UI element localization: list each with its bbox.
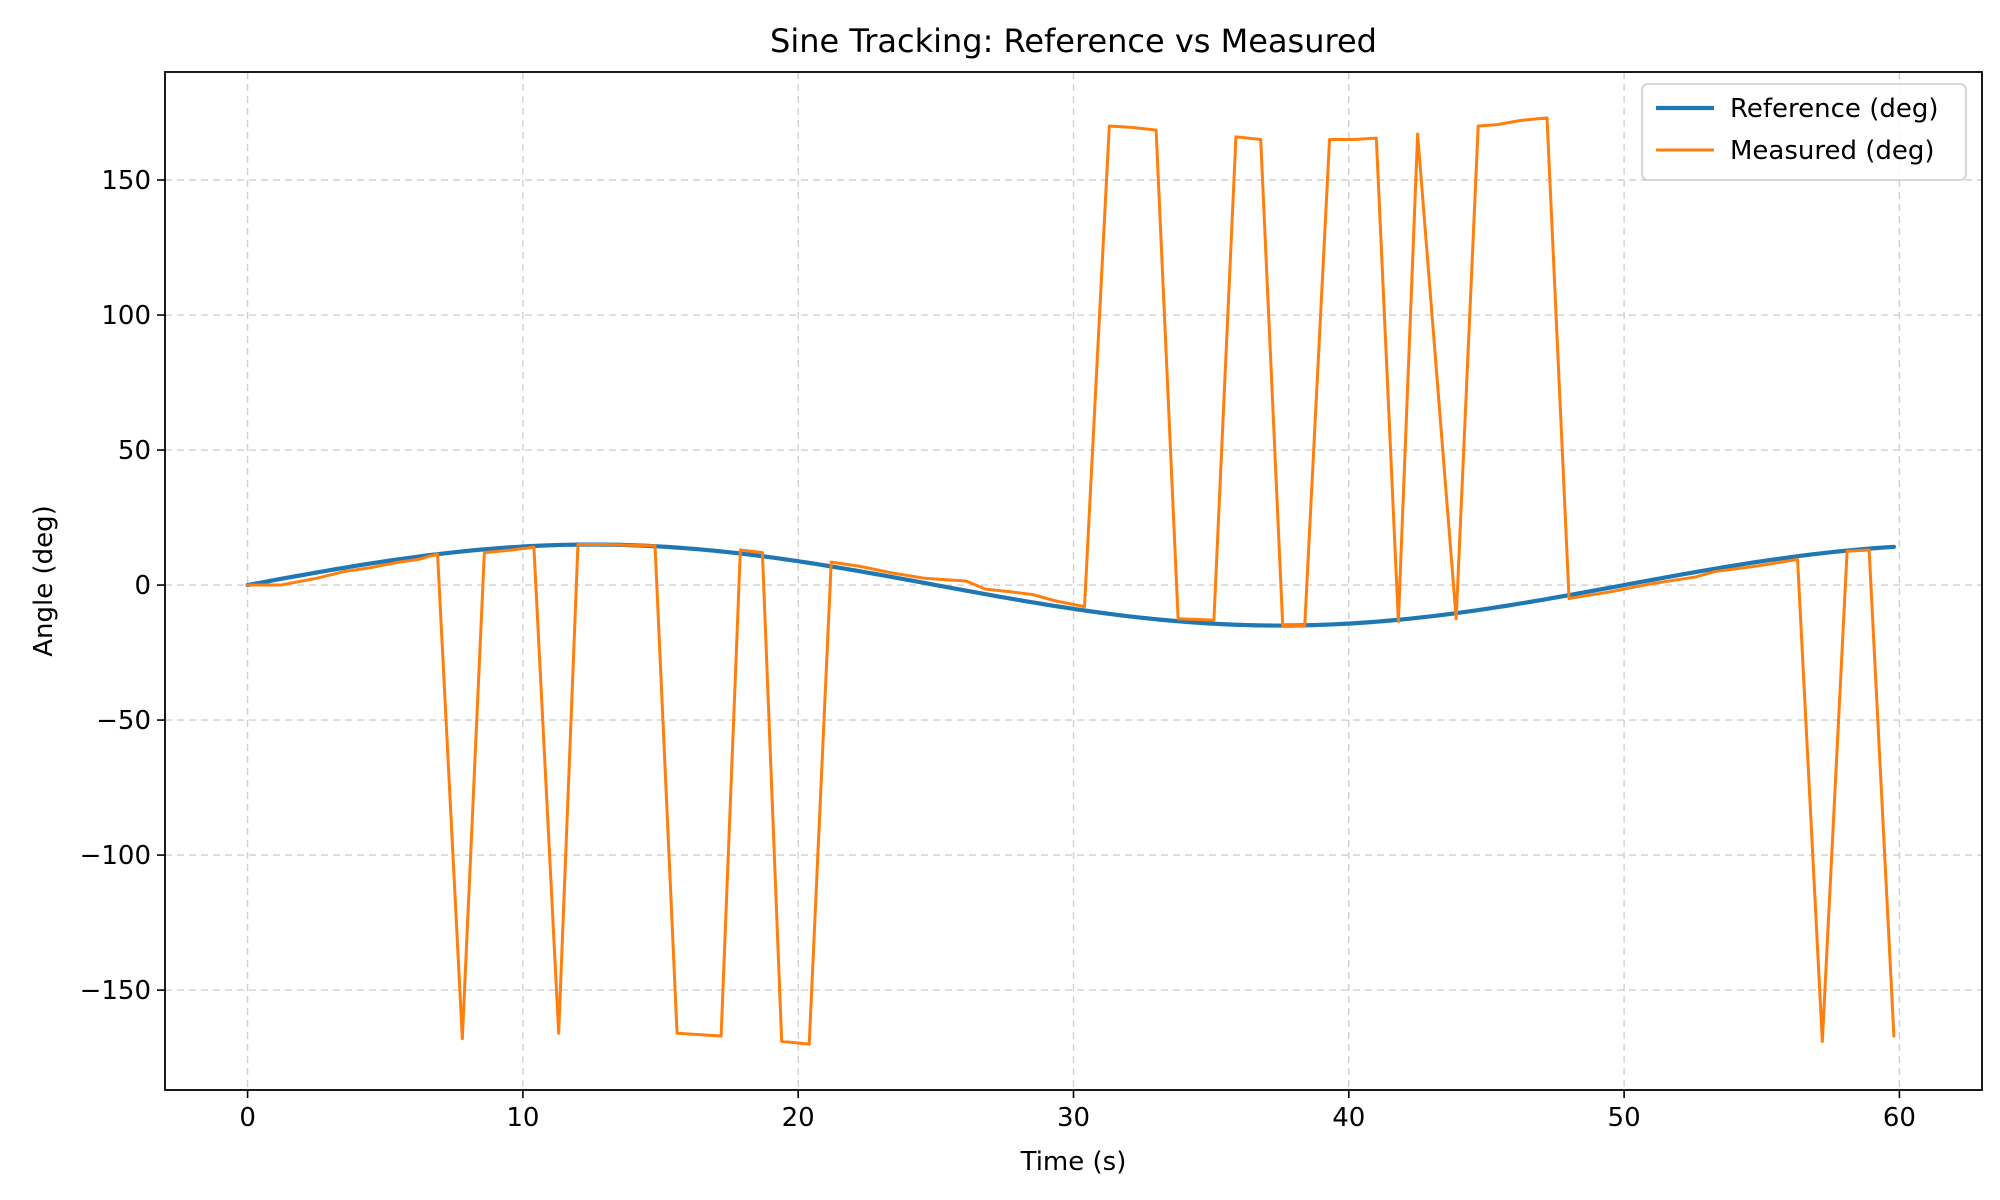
legend-label: Measured (deg) xyxy=(1730,136,1935,166)
y-tick-label: −100 xyxy=(80,841,151,871)
x-tick-label: 30 xyxy=(1057,1103,1090,1133)
series-layer xyxy=(245,116,1897,1046)
y-tick-label: −50 xyxy=(96,706,151,736)
y-axis-label: Angle (deg) xyxy=(29,505,59,657)
legend-label: Reference (deg) xyxy=(1730,94,1938,124)
series-line-measured xyxy=(246,116,1896,1046)
y-tick-label: 100 xyxy=(101,301,151,331)
legend-box xyxy=(1641,83,1967,181)
chart-title: Sine Tracking: Reference vs Measured xyxy=(770,22,1377,60)
x-tick-label: 20 xyxy=(782,1103,815,1133)
x-tick-label: 0 xyxy=(239,1103,256,1133)
x-axis-label: Time (s) xyxy=(1020,1147,1127,1177)
y-tick-label: 0 xyxy=(134,571,151,601)
x-tick-label: 50 xyxy=(1608,1103,1641,1133)
legend: Reference (deg) Measured (deg) xyxy=(1641,83,1967,181)
y-tick-label: 50 xyxy=(118,436,151,466)
x-tick-label: 60 xyxy=(1883,1103,1916,1133)
y-tick-label: −150 xyxy=(80,976,151,1006)
y-tick-label: 150 xyxy=(101,166,151,196)
tick-layer: 0 10 20 30 40 50 60 150 100 50 0 −50 −100 −150 xyxy=(80,166,1916,1133)
x-tick-label: 40 xyxy=(1332,1103,1365,1133)
series-line-reference xyxy=(245,542,1897,628)
x-tick-label: 10 xyxy=(506,1103,539,1133)
